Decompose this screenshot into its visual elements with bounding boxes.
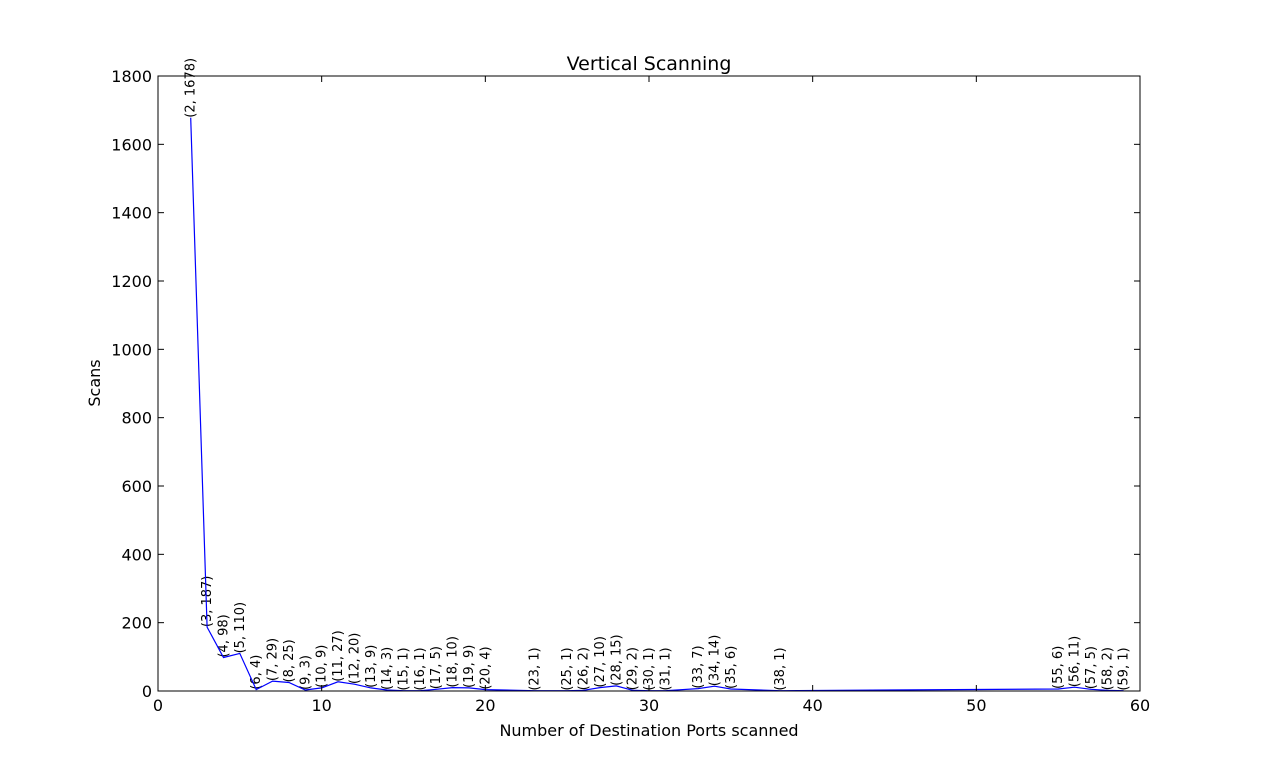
data-label: (38, 1) (773, 647, 788, 690)
data-label: (58, 2) (1100, 647, 1115, 690)
y-tick-label: 400 (121, 545, 152, 564)
data-label: (20, 4) (478, 646, 493, 689)
data-label: (6, 4) (249, 655, 264, 690)
axis-ticks (157, 75, 1141, 692)
data-label: (3, 187) (200, 576, 215, 628)
data-label: (12, 20) (347, 633, 362, 685)
y-tick-label: 1000 (111, 340, 152, 359)
data-label: (8, 25) (282, 639, 297, 682)
y-tick-label: 1400 (111, 204, 152, 223)
data-labels: (2, 1678) (3, 187)(4, 98) (5, 110)(6, 4) (7… (184, 58, 1132, 691)
x-tick-label: 10 (311, 696, 331, 715)
data-label: (23, 1) (527, 647, 542, 690)
y-axis-label: Scans (85, 359, 104, 406)
data-label: (2, 1678) (184, 58, 199, 118)
data-label: (29, 2) (626, 647, 641, 690)
data-label: (57, 5) (1084, 646, 1099, 689)
data-label: (13, 9) (364, 645, 379, 688)
y-tick-label: 800 (121, 409, 152, 428)
data-label: (33, 7) (691, 645, 706, 688)
data-label: (31, 1) (658, 647, 673, 690)
x-tick-label: 40 (802, 696, 822, 715)
x-tick-label: 60 (1130, 696, 1150, 715)
data-label: (59, 1) (1117, 647, 1132, 690)
y-tick-label: 1800 (111, 67, 152, 86)
x-axis-label: Number of Destination Ports scanned (499, 721, 798, 740)
y-tick-label: 1600 (111, 135, 152, 154)
y-tick-label: 600 (121, 477, 152, 496)
y-tick-label: 0 (142, 682, 152, 701)
data-label: (11, 27) (331, 630, 346, 682)
x-tick-label: 0 (153, 696, 163, 715)
data-label: (55, 6) (1051, 646, 1066, 689)
data-label: (26, 2) (577, 647, 592, 690)
data-label: (19, 9) (462, 645, 477, 688)
data-label: (10, 9) (315, 645, 330, 688)
x-tick-label: 50 (966, 696, 986, 715)
data-label: (4, 98) (216, 614, 231, 657)
data-label: (30, 1) (642, 647, 657, 690)
data-label: (9, 3) (298, 655, 313, 690)
data-label: (18, 10) (446, 636, 461, 688)
x-tick-label: 30 (639, 696, 659, 715)
data-label: (7, 29) (266, 638, 281, 681)
data-label: (14, 3) (380, 647, 395, 690)
data-label: (25, 1) (560, 647, 575, 690)
y-tick-label: 200 (121, 614, 152, 633)
data-label: (27, 10) (593, 636, 608, 688)
data-label: (35, 6) (724, 646, 739, 689)
data-label: (34, 14) (707, 635, 722, 687)
data-label: (17, 5) (429, 646, 444, 689)
chart-title: Vertical Scanning (567, 53, 732, 75)
data-label: (28, 15) (609, 634, 624, 686)
data-label: (56, 11) (1068, 636, 1083, 688)
data-label: (5, 110) (233, 602, 248, 654)
x-tick-label: 20 (475, 696, 495, 715)
tick-labels: 0 10 20 30 40 50 60020040060080010001200140016… (111, 67, 1150, 715)
data-label: (15, 1) (397, 647, 412, 690)
y-tick-label: 1200 (111, 272, 152, 291)
series-line-scans (190, 117, 1124, 692)
plot-frame (157, 75, 1141, 692)
data-label: (16, 1) (413, 647, 428, 690)
